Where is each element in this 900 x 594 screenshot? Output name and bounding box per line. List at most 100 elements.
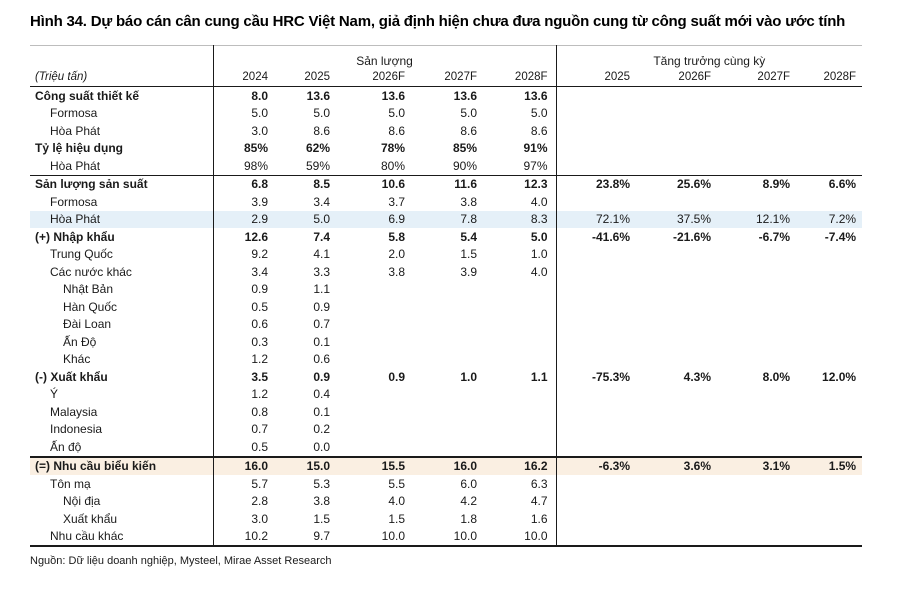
table-row: Xuất khẩu 3.0 1.5 1.5 1.8 1.6 xyxy=(30,510,862,528)
growth-value xyxy=(790,421,862,439)
output-value: 8.0 xyxy=(212,86,268,105)
output-value: 1.6 xyxy=(530,511,548,526)
output-value xyxy=(405,403,477,421)
row-label: Indonesia xyxy=(50,422,103,437)
growth-value: -75.3% xyxy=(555,368,631,386)
table-row: Công suất thiết kế 8.0 13.6 13.6 13.6 13.6 xyxy=(30,86,862,105)
growth-value xyxy=(711,157,790,175)
growth-value xyxy=(790,281,862,299)
row-label: (-) Xuất khẩu xyxy=(35,369,108,384)
growth-value xyxy=(790,316,862,334)
output-value xyxy=(477,316,556,334)
output-value: 10.2 xyxy=(212,527,268,546)
row-label: Formosa xyxy=(50,106,98,121)
output-value: 8.5 xyxy=(268,174,330,193)
row-label: Tỷ lệ hiệu dụng xyxy=(35,141,124,156)
growth-value xyxy=(790,438,862,457)
output-value: 12.3 xyxy=(477,174,557,193)
table-row: Tôn mạ 5.7 5.3 5.5 6.0 6.3 xyxy=(30,475,862,493)
row-label: Malaysia xyxy=(50,404,98,419)
row-label: (+) Nhập khẩu xyxy=(35,229,115,244)
row-label: Ấn độ xyxy=(50,439,82,454)
output-value: 3.0 xyxy=(212,122,268,140)
growth-value xyxy=(711,122,790,140)
row-label: Nội địa xyxy=(63,494,101,509)
output-value: 1.5 xyxy=(460,247,477,262)
row-label: Ý xyxy=(50,387,59,402)
growth-value: 1.5% xyxy=(790,455,863,475)
output-value: 5.0 xyxy=(530,229,548,244)
output-value: 0.8 xyxy=(212,403,268,421)
output-value: 5.3 xyxy=(313,476,330,491)
growth-value xyxy=(555,280,631,298)
output-value: 3.8 xyxy=(388,264,405,279)
growth-value xyxy=(555,475,631,493)
growth-value xyxy=(555,403,631,421)
growth-value xyxy=(711,87,790,105)
growth-value: 23.8% xyxy=(555,174,631,193)
table-row: Đài Loan 0.6 0.7 xyxy=(30,315,862,334)
output-value: 10.6 xyxy=(330,174,405,193)
output-value: 15.0 xyxy=(268,455,330,475)
output-value: 0.6 xyxy=(212,315,268,333)
output-value: 6.3 xyxy=(530,476,548,491)
growth-value xyxy=(555,315,631,333)
output-value: 13.6 xyxy=(453,88,477,103)
column-header-output-2024: 2024 xyxy=(212,68,268,87)
output-value: 6.0 xyxy=(460,476,477,491)
output-value: 5.0 xyxy=(530,106,548,121)
row-label: Công suất thiết kế xyxy=(35,88,140,103)
output-value: 4.0 xyxy=(530,264,548,279)
growth-value xyxy=(790,351,862,369)
output-value: 0.1 xyxy=(313,404,330,419)
growth-value xyxy=(555,157,631,175)
growth-value: 25.6% xyxy=(630,174,712,193)
output-value: 3.9 xyxy=(212,193,268,211)
output-value: 0.9 xyxy=(313,299,330,314)
growth-value: 8.9% xyxy=(711,174,791,193)
output-value: 13.6 xyxy=(524,88,548,103)
group-header-growth: Tăng trưởng cùng kỳ xyxy=(555,45,863,68)
output-value: 0.7 xyxy=(212,420,268,438)
row-label: Hòa Phát xyxy=(50,158,101,173)
column-header-growth-2027f: 2027F xyxy=(711,68,791,87)
row-label: Formosa xyxy=(50,194,98,209)
output-value: 8.3 xyxy=(530,212,548,227)
output-value: 1.2 xyxy=(212,350,268,368)
growth-value xyxy=(555,122,631,140)
growth-value xyxy=(711,421,790,439)
growth-value xyxy=(790,403,862,421)
growth-value xyxy=(555,420,631,438)
growth-value: 12.0% xyxy=(822,369,857,384)
growth-value xyxy=(711,475,790,493)
output-value: 90% xyxy=(452,158,477,173)
table-row: Nội địa 2.8 3.8 4.0 4.2 4.7 xyxy=(30,492,862,510)
output-value: 0.3 xyxy=(212,333,268,351)
output-value: 0.5 xyxy=(212,298,268,316)
output-value xyxy=(405,351,477,369)
output-value: 4.2 xyxy=(460,494,477,509)
output-value: 6.9 xyxy=(388,212,405,227)
output-value: 0.9 xyxy=(388,369,405,384)
output-value: 5.4 xyxy=(460,229,477,244)
growth-value: 8.0% xyxy=(762,369,791,384)
row-label: Hòa Phát xyxy=(50,212,101,227)
growth-value xyxy=(630,316,711,334)
output-value: 1.1 xyxy=(313,282,330,297)
growth-value xyxy=(555,385,631,403)
growth-value xyxy=(555,510,631,528)
growth-value xyxy=(711,263,790,281)
growth-value: -41.6% xyxy=(555,228,631,246)
table-row: Formosa 3.9 3.4 3.7 3.8 4.0 xyxy=(30,193,862,211)
growth-value xyxy=(630,193,711,211)
output-value xyxy=(405,386,477,404)
row-label: Các nước khác xyxy=(50,264,132,279)
output-value: 5.0 xyxy=(388,106,405,121)
growth-value xyxy=(790,475,862,493)
output-value: 0.4 xyxy=(313,387,330,402)
output-value xyxy=(330,386,405,404)
output-value: 3.3 xyxy=(313,264,330,279)
table-row: Nhu cầu khác 10.2 9.7 10.0 10.0 10.0 xyxy=(30,527,862,546)
growth-value xyxy=(555,350,631,368)
output-value xyxy=(405,281,477,299)
